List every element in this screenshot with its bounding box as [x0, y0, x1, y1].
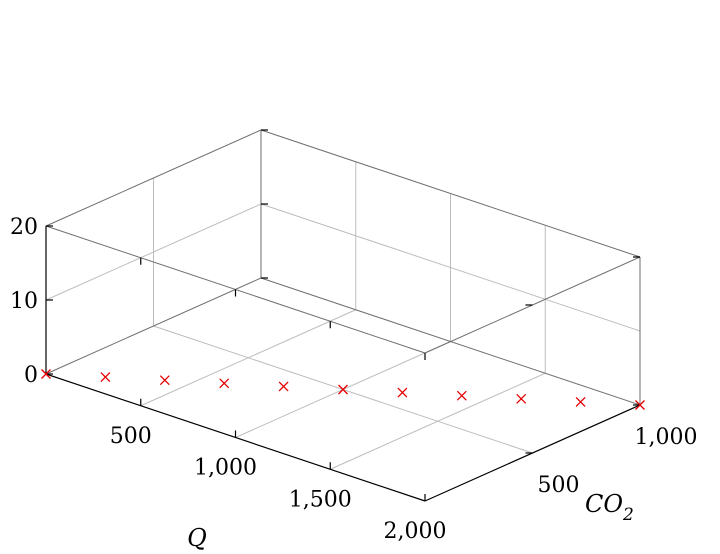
- x-tick-label: 2,000: [384, 519, 447, 544]
- data-point: [278, 381, 289, 392]
- x-tick-label: 1,500: [289, 487, 352, 512]
- data-point-stroke: [397, 387, 408, 398]
- data-point: [635, 400, 645, 410]
- tick-labels: 500 1,000 1,500 2,000 500 1,000 0 10 20: [10, 215, 697, 544]
- data-point-stroke: [159, 375, 170, 386]
- data-points: [41, 369, 645, 410]
- axis-ticks: [46, 129, 640, 501]
- data-point-stroke: [575, 396, 586, 407]
- data-point: [338, 384, 348, 395]
- x-axis-label: Q: [187, 524, 207, 552]
- data-point: [456, 390, 467, 401]
- box-edge: [45, 129, 262, 227]
- data-point-stroke: [635, 400, 645, 410]
- box-edge: [260, 129, 641, 258]
- y-axis-label-main: CO: [585, 490, 623, 518]
- data-point: [397, 387, 408, 398]
- box-edge: [45, 277, 262, 375]
- data-point-stroke: [100, 372, 111, 383]
- data-point: [100, 372, 111, 383]
- z-tick-label: 0: [24, 363, 38, 388]
- y-axis-label: CO2: [585, 490, 634, 525]
- data-point: [575, 396, 586, 407]
- data-point-stroke: [338, 384, 348, 395]
- y-tick-label: 500: [538, 473, 580, 498]
- x-tick-label: 1,000: [194, 456, 257, 481]
- data-point-stroke: [278, 381, 289, 392]
- data-point: [41, 369, 51, 379]
- data-point: [219, 378, 230, 389]
- grid-line-z-back: [260, 203, 641, 332]
- x-tick-label: 500: [110, 424, 152, 449]
- z-tick-label: 20: [10, 215, 38, 240]
- y-tick-label: 1,000: [635, 425, 698, 450]
- data-point-stroke: [41, 369, 51, 379]
- data-point-stroke: [456, 390, 467, 401]
- data-point-stroke: [516, 393, 527, 404]
- data-point-stroke: [219, 378, 230, 389]
- data-point: [516, 393, 527, 404]
- z-tick-label: 10: [10, 289, 38, 314]
- data-point: [159, 375, 170, 386]
- y-axis-label-subscript: 2: [622, 505, 634, 525]
- grid-line-z-left: [45, 203, 262, 301]
